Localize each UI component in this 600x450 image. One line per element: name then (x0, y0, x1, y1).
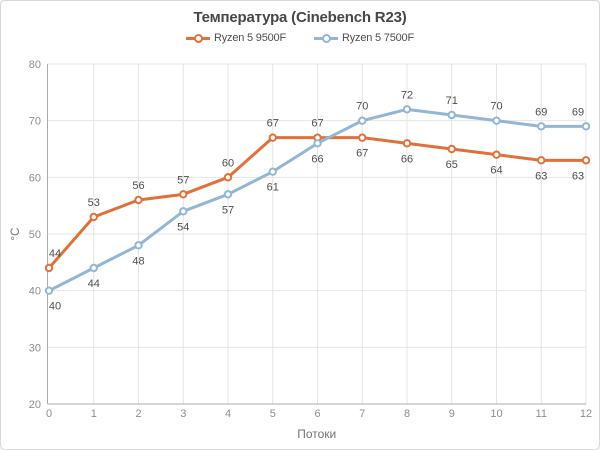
x-tick-0: 0 (46, 408, 52, 420)
data-label-ryzen-5-9500f-x0: 44 (49, 248, 61, 260)
data-label-ryzen-5-9500f-x2: 56 (132, 180, 144, 192)
chart-title: Температура (Cinebench R23) (193, 9, 407, 26)
data-label-ryzen-5-7500f-x8: 72 (401, 89, 413, 101)
x-tick-11: 11 (536, 408, 547, 420)
data-label-ryzen-5-9500f-x4: 60 (222, 157, 234, 169)
data-label-ryzen-5-7500f-x5: 61 (267, 182, 279, 194)
data-label-ryzen-5-9500f-x5: 67 (267, 118, 279, 130)
marker-ryzen-5-7500f-x0 (44, 286, 54, 295)
marker-ryzen-5-9500f-x11 (537, 156, 546, 165)
marker-ryzen-5-9500f-x0 (44, 263, 54, 273)
data-label-ryzen-5-9500f-x6: 67 (311, 118, 323, 130)
marker-ryzen-5-9500f-x8 (402, 139, 412, 148)
marker-ryzen-5-9500f-x1 (89, 212, 98, 222)
marker-ryzen-5-9500f-x10 (492, 150, 501, 159)
y-tick-20: 20 (29, 399, 41, 411)
x-tick-7: 7 (359, 408, 365, 420)
data-label-ryzen-5-7500f-x9: 71 (446, 95, 458, 107)
x-tick-2: 2 (135, 408, 141, 420)
data-label-ryzen-5-7500f-x2: 48 (132, 255, 144, 267)
series-line-marker-icon (314, 33, 338, 43)
x-tick-3: 3 (180, 408, 186, 420)
legend-label: Ryzen 5 7500F (342, 32, 414, 44)
marker-ryzen-5-7500f-x10 (492, 116, 501, 125)
series-line-marker-icon (186, 33, 210, 43)
data-label-ryzen-5-7500f-x1: 44 (88, 278, 100, 290)
legend-item-ryzen-5-9500f[interactable]: Ryzen 5 9500F (186, 32, 286, 44)
y-tick-40: 40 (29, 286, 41, 298)
data-label-ryzen-5-7500f-x12: 69 (572, 106, 584, 118)
marker-ryzen-5-9500f-x4 (223, 173, 233, 182)
x-tick-9: 9 (449, 408, 455, 420)
x-tick-1: 1 (91, 408, 97, 420)
data-label-ryzen-5-7500f-x10: 70 (490, 101, 502, 113)
x-tick-10: 10 (490, 408, 502, 420)
x-tick-4: 4 (225, 408, 231, 420)
data-label-ryzen-5-9500f-x1: 53 (88, 197, 100, 209)
marker-ryzen-5-9500f-x3 (179, 190, 188, 199)
marker-ryzen-5-9500f-x5 (268, 133, 277, 142)
legend: Ryzen 5 9500F Ryzen 5 7500F (1, 32, 599, 44)
x-tick-12: 12 (580, 408, 592, 420)
legend-label: Ryzen 5 9500F (214, 32, 286, 44)
marker-ryzen-5-9500f-x12 (581, 156, 591, 165)
marker-ryzen-5-9500f-x2 (134, 195, 143, 205)
data-label-ryzen-5-9500f-x3: 57 (177, 174, 189, 186)
marker-ryzen-5-7500f-x3 (179, 207, 188, 216)
data-label-ryzen-5-9500f-x9: 65 (446, 159, 458, 171)
y-axis-title: °C (10, 228, 22, 241)
marker-ryzen-5-7500f-x9 (447, 110, 456, 120)
y-tick-30: 30 (29, 342, 41, 354)
marker-ryzen-5-7500f-x11 (537, 122, 546, 131)
data-label-ryzen-5-7500f-x0: 40 (49, 301, 61, 313)
marker-ryzen-5-7500f-x8 (402, 105, 412, 114)
y-tick-50: 50 (29, 229, 41, 241)
y-tick-80: 80 (29, 59, 41, 71)
data-label-ryzen-5-9500f-x11: 63 (535, 170, 547, 182)
y-tick-60: 60 (29, 172, 41, 184)
legend-item-ryzen-5-7500f[interactable]: Ryzen 5 7500F (314, 32, 414, 44)
data-label-ryzen-5-7500f-x6: 66 (311, 153, 323, 165)
x-tick-6: 6 (314, 408, 320, 420)
marker-ryzen-5-7500f-x2 (134, 241, 143, 250)
data-label-ryzen-5-7500f-x7: 70 (356, 101, 368, 113)
marker-ryzen-5-7500f-x12 (581, 122, 591, 131)
data-label-ryzen-5-9500f-x10: 64 (490, 165, 502, 177)
data-label-ryzen-5-7500f-x3: 54 (177, 221, 189, 233)
x-axis-title: Потоки (297, 427, 336, 441)
x-tick-8: 8 (404, 408, 410, 420)
marker-ryzen-5-7500f-x4 (223, 190, 233, 199)
data-label-ryzen-5-9500f-x8: 66 (401, 153, 413, 165)
y-tick-70: 70 (29, 116, 41, 128)
marker-ryzen-5-9500f-x7 (358, 133, 367, 142)
marker-ryzen-5-9500f-x9 (447, 144, 456, 154)
data-label-ryzen-5-7500f-x4: 57 (222, 204, 234, 216)
marker-ryzen-5-7500f-x7 (358, 116, 367, 125)
marker-ryzen-5-7500f-x1 (89, 263, 98, 273)
data-label-ryzen-5-7500f-x11: 69 (535, 106, 547, 118)
marker-ryzen-5-7500f-x6 (313, 139, 322, 148)
data-label-ryzen-5-9500f-x7: 67 (356, 148, 368, 160)
data-label-ryzen-5-9500f-x12: 63 (572, 170, 584, 182)
x-tick-5: 5 (270, 408, 276, 420)
marker-ryzen-5-7500f-x5 (268, 167, 277, 176)
